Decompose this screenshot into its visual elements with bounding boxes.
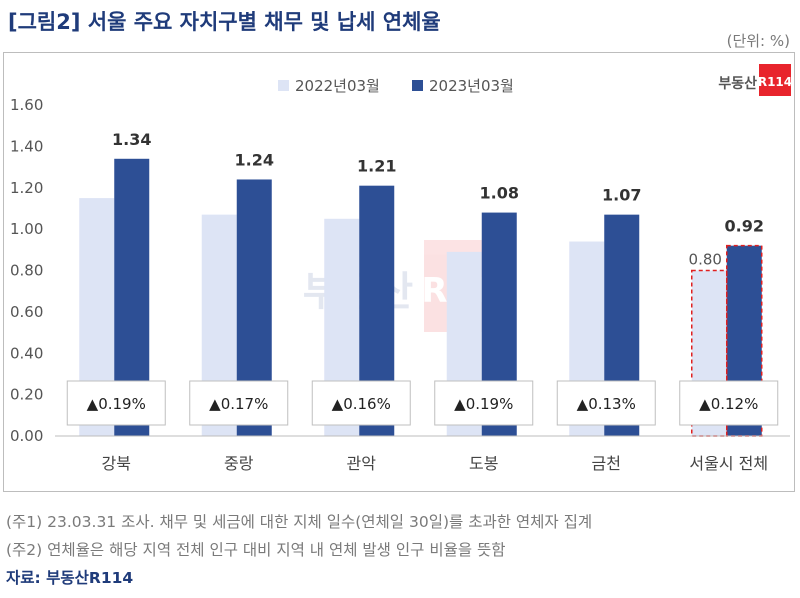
y-tick-label: 1.00 (10, 220, 43, 238)
x-axis: 강북 중랑 관악 도봉 금천 서울시 전체 (55, 435, 790, 473)
brand-logo: 부동산 R114 (718, 64, 792, 96)
change-value: ▲0.19% (87, 395, 146, 413)
legend-swatch-2022 (278, 80, 289, 91)
x-tick-label: 관악 (347, 454, 377, 473)
data-label-2023: 1.24 (235, 150, 274, 169)
highlight-outline-2023 (726, 244, 763, 437)
source-label: 자료: 부동산R114 (6, 569, 134, 587)
legend: 2022년03월 2023년03월 (278, 77, 514, 95)
data-label-2023: 1.21 (357, 157, 396, 176)
data-labels: 1.34 1.24 1.21 1.08 1.07 0.800.92 (112, 130, 764, 269)
footnote-1: (주1) 23.03.31 조사. 채무 및 세금에 대한 지체 일수(연체일 … (6, 513, 593, 531)
brand-badge (759, 64, 791, 96)
y-tick-label: 0.00 (10, 427, 43, 445)
chart-title: [그림2] 서울 주요 자치구별 채무 및 납세 연체율 (8, 10, 441, 34)
y-tick-label: 1.20 (10, 179, 43, 197)
chart-frame (3, 52, 795, 492)
brand-text: 부동산 (718, 75, 757, 92)
data-label-2022: 0.80 (689, 251, 722, 269)
change-box (189, 380, 289, 426)
change-box (434, 380, 534, 426)
legend-swatch-2023 (412, 80, 423, 91)
y-axis: 0.00 0.20 0.40 0.60 0.80 1.00 1.20 1.40 1.60 (10, 96, 43, 445)
legend-label-2023: 2023년03월 (429, 77, 514, 95)
change-value: ▲0.19% (454, 395, 513, 413)
x-tick-label: 금천 (592, 454, 621, 473)
data-label-2023: 0.92 (725, 217, 764, 236)
change-value: ▲0.17% (209, 395, 268, 413)
y-tick-label: 1.40 (10, 137, 43, 155)
change-boxes: ▲0.19% ▲0.17% ▲0.16% ▲0.19% ▲0.13% ▲0.12% (66, 380, 779, 426)
data-label-2023: 1.08 (480, 184, 519, 203)
footnotes: (주1) 23.03.31 조사. 채무 및 세금에 대한 지체 일수(연체일 … (6, 508, 592, 592)
x-tick-label: 도봉 (469, 454, 498, 473)
change-box (679, 380, 779, 426)
x-tick-label: 중랑 (224, 454, 254, 473)
footnote-2: (주2) 연체율은 해당 지역 전체 인구 대비 지역 내 연체 발생 인구 비… (6, 541, 506, 559)
data-label-2023: 1.34 (112, 130, 151, 149)
unit-label: (단위: %) (726, 32, 790, 50)
change-box (556, 380, 656, 426)
x-tick-label: 강북 (102, 454, 131, 473)
x-tick-label: 서울시 전체 (689, 454, 768, 473)
y-tick-label: 0.20 (10, 386, 43, 404)
change-box (66, 380, 166, 426)
change-value: ▲0.16% (332, 395, 391, 413)
brand-badge-text: R114 (758, 75, 792, 89)
data-label-2023: 1.07 (602, 186, 641, 205)
change-value: ▲0.13% (577, 395, 636, 413)
change-box (311, 380, 411, 426)
y-tick-label: 0.60 (10, 303, 43, 321)
y-tick-label: 0.80 (10, 262, 43, 280)
legend-label-2022: 2022년03월 (295, 77, 380, 95)
change-value: ▲0.12% (699, 395, 758, 413)
y-tick-label: 1.60 (10, 96, 43, 114)
y-tick-label: 0.40 (10, 344, 43, 362)
